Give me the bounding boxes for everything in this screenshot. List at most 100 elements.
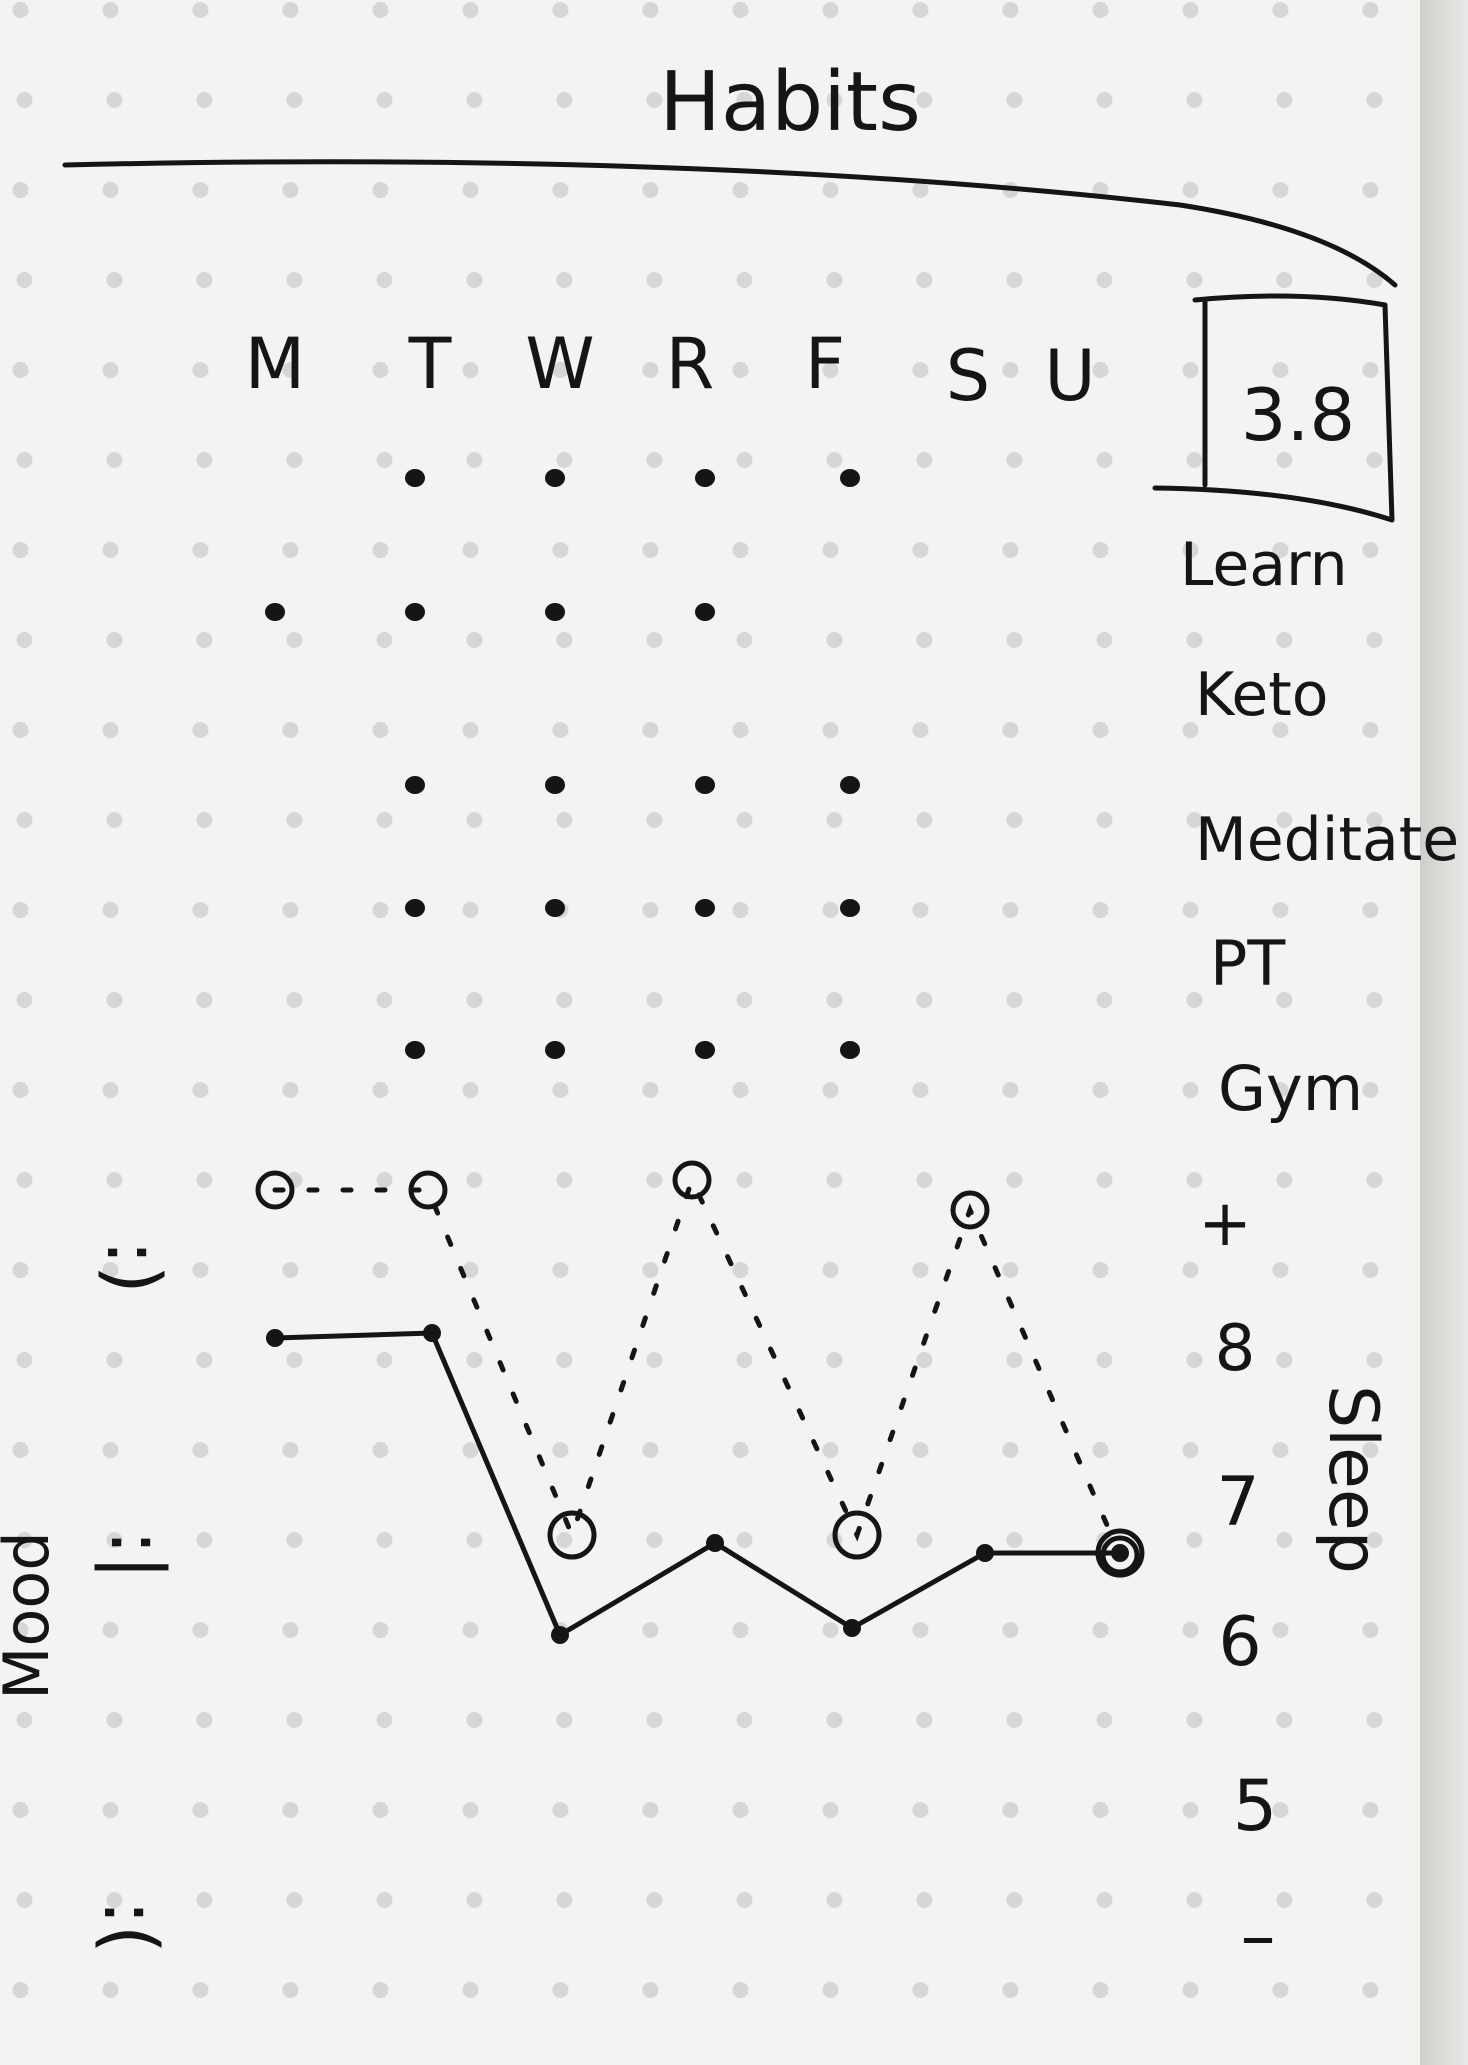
- grid-dot: [642, 542, 659, 558]
- grid-dot: [732, 182, 749, 198]
- grid-dot: [282, 1622, 299, 1638]
- grid-dot: [912, 722, 929, 738]
- grid-dot: [286, 272, 303, 288]
- grid-dot: [106, 452, 123, 468]
- grid-dot: [916, 92, 933, 108]
- grid-dot: [822, 1082, 839, 1098]
- habit-dot: [695, 776, 715, 794]
- grid-dot: [822, 902, 839, 918]
- grid-dot: [1182, 1982, 1199, 1998]
- habit-dot: [545, 899, 565, 917]
- grid-dot: [466, 1532, 483, 1548]
- grid-dot: [1362, 1802, 1379, 1818]
- grid-dot: [1366, 1892, 1383, 1908]
- grid-dot: [106, 632, 123, 648]
- grid-dot: [1092, 1082, 1109, 1098]
- grid-dot: [826, 1892, 843, 1908]
- grid-dot: [912, 542, 929, 558]
- grid-dot: [282, 362, 299, 378]
- grid-dot: [1272, 362, 1289, 378]
- sleep-point: [266, 1329, 284, 1347]
- grid-dot: [912, 2, 929, 18]
- grid-dot: [1182, 362, 1199, 378]
- grid-dot: [282, 2, 299, 18]
- sleep-point: [551, 1626, 569, 1644]
- grid-dot: [736, 632, 753, 648]
- grid-dot: [1272, 1622, 1289, 1638]
- grid-dot: [1272, 722, 1289, 738]
- grid-dot: [12, 182, 29, 198]
- grid-dot: [282, 542, 299, 558]
- grid-dot: [916, 992, 933, 1008]
- grid-dot: [196, 1352, 213, 1368]
- grid-dot: [1006, 272, 1023, 288]
- grid-dot: [12, 1082, 29, 1098]
- grid-dot: [12, 362, 29, 378]
- grid-dot: [642, 1622, 659, 1638]
- grid-dot: [1096, 452, 1113, 468]
- day-header-f: F: [805, 323, 845, 405]
- grid-dot: [826, 632, 843, 648]
- grid-dot: [556, 272, 573, 288]
- grid-dot: [1182, 542, 1199, 558]
- grid-dot: [1366, 1352, 1383, 1368]
- habit-dot: [265, 603, 285, 621]
- day-header-s: S: [946, 335, 990, 417]
- grid-dot: [466, 452, 483, 468]
- grid-dot: [1006, 1712, 1023, 1728]
- grid-dot: [12, 902, 29, 918]
- grid-dot: [1092, 542, 1109, 558]
- grid-dot: [912, 1982, 929, 1998]
- grid-dot: [286, 1352, 303, 1368]
- grid-dot: [642, 182, 659, 198]
- grid-dot: [1186, 1532, 1203, 1548]
- mood-point: [832, 1510, 882, 1560]
- grid-dot: [1186, 92, 1203, 108]
- grid-dot: [1002, 1262, 1019, 1278]
- grid-dot: [372, 1442, 389, 1458]
- grid-dot: [736, 1532, 753, 1548]
- grid-dot: [1366, 1712, 1383, 1728]
- grid-dot: [282, 1082, 299, 1098]
- mood-point: [547, 1510, 597, 1560]
- grid-dot: [466, 1172, 483, 1188]
- grid-dot: [912, 1262, 929, 1278]
- grid-dot: [1272, 2, 1289, 18]
- grid-dot: [376, 1892, 393, 1908]
- grid-dot: [1182, 182, 1199, 198]
- grid-dot: [192, 1982, 209, 1998]
- mood-point: [255, 1170, 295, 1210]
- grid-dot: [1276, 272, 1293, 288]
- grid-dot: [286, 1532, 303, 1548]
- grid-dot: [1092, 1442, 1109, 1458]
- grid-dot: [102, 2, 119, 18]
- grid-dot: [1362, 542, 1379, 558]
- grid-dot: [1272, 902, 1289, 918]
- habit-dot: [695, 899, 715, 917]
- grid-dot: [1366, 92, 1383, 108]
- grid-dot: [282, 902, 299, 918]
- grid-dot: [192, 182, 209, 198]
- grid-dot: [192, 362, 209, 378]
- scale-label-minus: –: [1241, 1895, 1276, 1977]
- grid-dot: [1096, 632, 1113, 648]
- grid-dot: [646, 1172, 663, 1188]
- sleep-point-circled: [1095, 1528, 1145, 1578]
- day-header-m: M: [245, 323, 305, 405]
- grid-dot: [1006, 1892, 1023, 1908]
- grid-dot: [1002, 1442, 1019, 1458]
- grid-dot: [376, 272, 393, 288]
- grid-dot: [12, 722, 29, 738]
- grid-dot: [192, 1622, 209, 1638]
- grid-dot: [376, 1712, 393, 1728]
- grid-dot: [1272, 1262, 1289, 1278]
- grid-dot: [16, 92, 33, 108]
- grid-dot: [196, 992, 213, 1008]
- grid-dot: [1276, 1172, 1293, 1188]
- grid-dot: [102, 362, 119, 378]
- sleep-point: [843, 1619, 861, 1637]
- grid-dot: [822, 1622, 839, 1638]
- grid-dot: [102, 722, 119, 738]
- grid-dot: [1366, 632, 1383, 648]
- grid-dot: [1096, 272, 1113, 288]
